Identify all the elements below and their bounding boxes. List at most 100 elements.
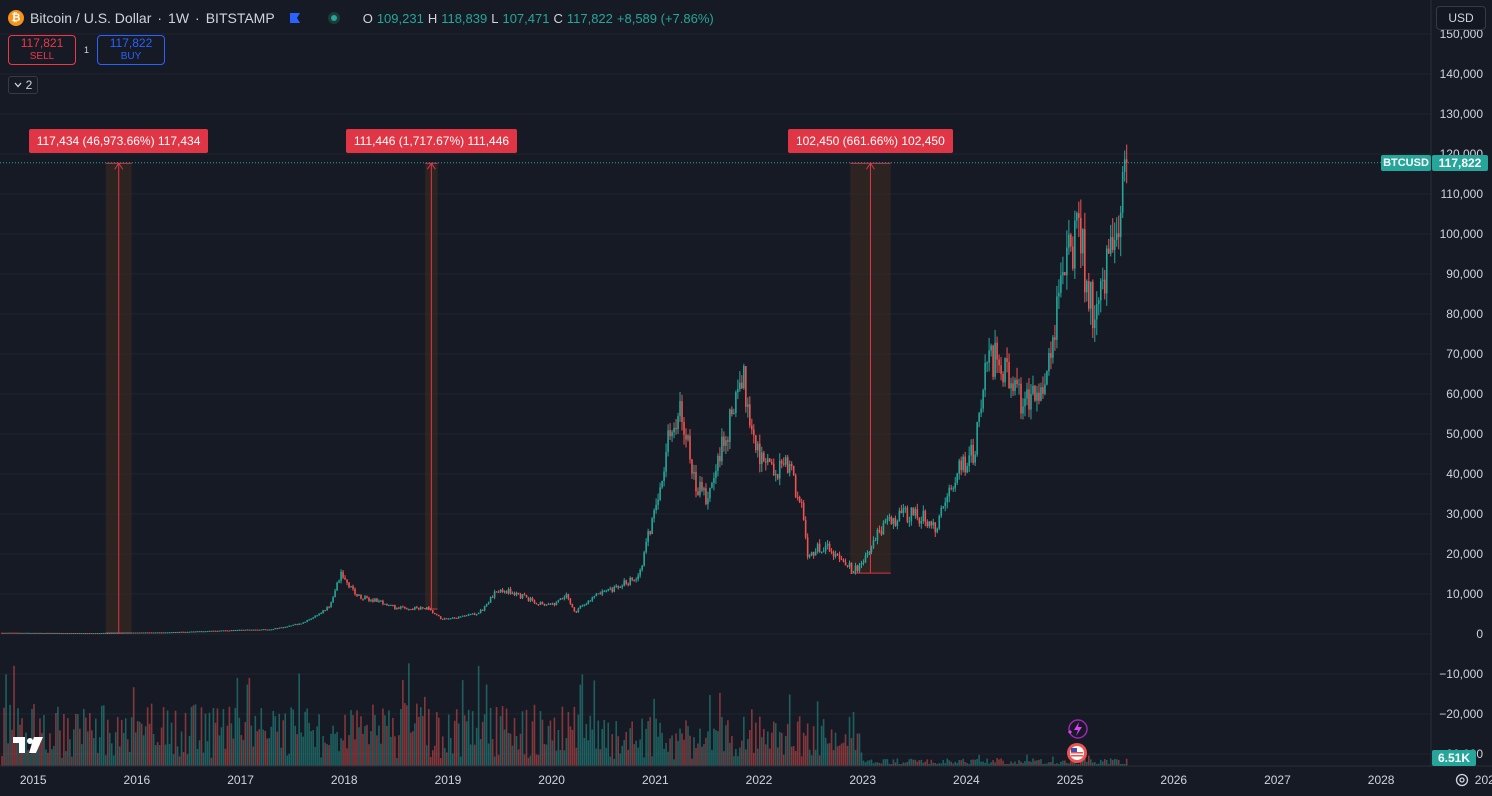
volume-bar bbox=[106, 719, 109, 766]
volume-bar bbox=[326, 744, 328, 766]
candle-body bbox=[220, 630, 223, 632]
symbol-name[interactable]: Bitcoin / U.S. Dollar bbox=[30, 10, 152, 26]
candle-body bbox=[697, 491, 699, 496]
time-scale-bg[interactable] bbox=[0, 766, 1492, 796]
candle-body bbox=[1101, 279, 1104, 281]
volume-bar bbox=[15, 738, 17, 766]
sell-button[interactable]: 117,821 SELL bbox=[8, 35, 76, 65]
candle-body bbox=[477, 613, 480, 615]
candle-body bbox=[429, 608, 432, 611]
flag-icon[interactable] bbox=[289, 12, 301, 24]
volume-bar bbox=[780, 733, 783, 766]
volume-bar bbox=[677, 740, 679, 766]
volume-bar bbox=[386, 725, 388, 766]
candle-body bbox=[1020, 383, 1022, 414]
candle-body bbox=[1109, 237, 1112, 254]
candle-body bbox=[657, 499, 659, 505]
volume-bar bbox=[1117, 759, 1120, 766]
gear-icon[interactable] bbox=[1454, 772, 1470, 788]
candle-body bbox=[85, 633, 87, 635]
candle-body bbox=[166, 632, 169, 634]
candle-body bbox=[236, 630, 239, 632]
candle-body bbox=[741, 382, 743, 389]
interval[interactable]: 1W bbox=[168, 10, 190, 26]
volume-bar bbox=[976, 759, 978, 766]
volume-bar bbox=[862, 760, 865, 766]
volume-bar bbox=[1004, 764, 1006, 766]
candle-body bbox=[374, 598, 376, 602]
price-scale-bg[interactable] bbox=[1431, 0, 1492, 796]
candle-body bbox=[828, 543, 831, 552]
volume-bar bbox=[671, 735, 673, 766]
measure-label[interactable]: 111,446 (1,717.67%) 111,446 bbox=[345, 129, 518, 153]
volume-bar bbox=[713, 728, 715, 766]
market-status-icon[interactable] bbox=[327, 11, 341, 25]
volume-bar bbox=[808, 749, 811, 766]
candle-body bbox=[980, 408, 982, 414]
volume-bar bbox=[926, 759, 929, 766]
candle-body bbox=[276, 628, 279, 630]
volume-bar bbox=[876, 762, 879, 766]
candle-body bbox=[970, 444, 972, 456]
candle-body bbox=[398, 607, 400, 609]
chart-header: ₿ Bitcoin / U.S. Dollar · 1W · BITSTAMP … bbox=[8, 8, 714, 28]
volume-bar bbox=[388, 710, 390, 766]
volume-bar bbox=[116, 716, 119, 766]
volume-bar bbox=[1062, 760, 1064, 766]
volume-bar bbox=[406, 705, 408, 766]
measure-label[interactable]: 117,434 (46,973.66%) 117,434 bbox=[28, 129, 209, 153]
volume-bar bbox=[828, 743, 831, 766]
measure-label[interactable]: 102,450 (661.66%) 102,450 bbox=[787, 129, 953, 153]
volume-bar bbox=[705, 737, 707, 766]
x-tick-label: 2023 bbox=[849, 773, 876, 787]
candle-body bbox=[852, 571, 855, 573]
volume-bar bbox=[394, 736, 396, 766]
candle-body bbox=[120, 632, 123, 634]
volume-bar bbox=[290, 707, 293, 766]
candle-body bbox=[270, 629, 273, 631]
candle-body bbox=[693, 471, 695, 474]
change-value: +8,589 (+7.86%) bbox=[616, 10, 714, 26]
volume-bar bbox=[1002, 760, 1004, 766]
volume-bar bbox=[122, 732, 125, 766]
candle-body bbox=[252, 629, 255, 631]
volume-bar bbox=[134, 732, 137, 766]
volume-bar bbox=[282, 720, 285, 766]
candle-body bbox=[894, 518, 897, 527]
volume-bar bbox=[246, 684, 249, 766]
candle-body bbox=[794, 475, 797, 498]
candle-body bbox=[669, 430, 671, 437]
candle-body bbox=[681, 401, 683, 422]
volume-bar bbox=[390, 736, 392, 766]
candle-body bbox=[376, 598, 378, 602]
volume-bar bbox=[757, 748, 759, 766]
candle-body bbox=[717, 455, 719, 471]
volume-bar bbox=[932, 762, 935, 766]
volume-bar bbox=[1044, 763, 1046, 766]
volume-bar bbox=[250, 725, 253, 766]
us-economic-event-icon[interactable] bbox=[1066, 742, 1088, 764]
tradingview-logo-icon[interactable] bbox=[12, 736, 44, 754]
buy-button[interactable]: 117,822 BUY bbox=[97, 35, 166, 65]
volume-bar bbox=[318, 714, 320, 766]
candle-body bbox=[802, 502, 805, 521]
candle-body bbox=[768, 458, 771, 462]
currency-select[interactable]: USD bbox=[1436, 6, 1486, 30]
volume-bar bbox=[340, 738, 342, 766]
volume-bar bbox=[930, 759, 933, 766]
volume-bar bbox=[501, 706, 504, 766]
volume-bar bbox=[599, 749, 602, 766]
candle-body bbox=[796, 497, 799, 499]
lightning-event-icon[interactable] bbox=[1066, 718, 1088, 740]
volume-bar bbox=[7, 743, 9, 766]
indicators-toggle[interactable]: 2 bbox=[8, 76, 38, 94]
volume-bar bbox=[727, 720, 729, 766]
volume-bar bbox=[641, 718, 643, 766]
volume-bar bbox=[469, 744, 472, 766]
volume-bar bbox=[358, 727, 360, 766]
candle-body bbox=[691, 459, 693, 474]
volume-bar bbox=[571, 729, 574, 766]
volume-bar bbox=[138, 721, 141, 766]
candle-body bbox=[256, 629, 259, 631]
